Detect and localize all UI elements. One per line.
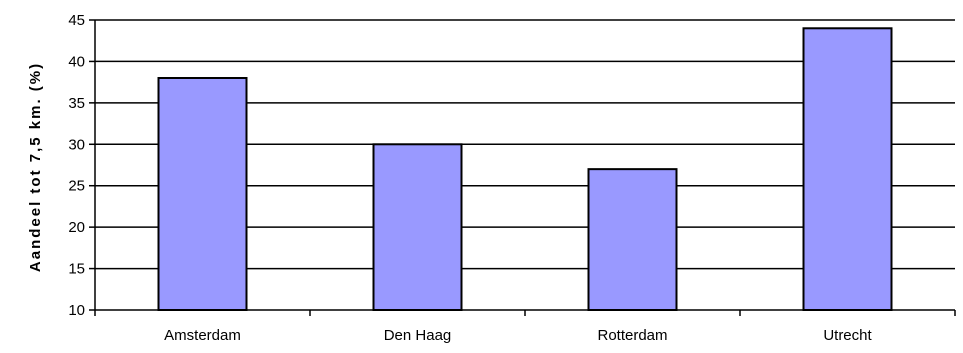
y-tick-label-45: 45 — [68, 12, 85, 29]
x-tick-label-utrecht: Utrecht — [823, 327, 872, 344]
y-tick-label-40: 40 — [68, 53, 85, 70]
bar-utrecht — [802, 27, 893, 312]
y-tick-label-35: 35 — [68, 95, 85, 112]
x-tick-labels: Amsterdam Den Haag Rotterdam Utrecht — [164, 327, 872, 344]
y-tick-label-25: 25 — [68, 178, 85, 195]
x-tick-label-amsterdam: Amsterdam — [164, 327, 241, 344]
x-tick-label-rotterdam: Rotterdam — [597, 327, 667, 344]
bar-amsterdam — [157, 77, 248, 311]
x-tick-label-den-haag: Den Haag — [384, 327, 452, 344]
y-tick-label-30: 30 — [68, 136, 85, 153]
y-tick-label-10: 10 — [68, 302, 85, 319]
y-tick-label-15: 15 — [68, 261, 85, 278]
y-tick-label-20: 20 — [68, 219, 85, 236]
bar-rotterdam — [587, 168, 678, 311]
y-tick-labels: 10 15 20 25 30 35 40 45 — [68, 12, 85, 319]
bars — [157, 27, 893, 312]
y-axis-title: Aandeel tot 7,5 km. (%) — [27, 62, 44, 272]
bar-den-haag — [372, 143, 463, 311]
axes — [89, 19, 956, 316]
